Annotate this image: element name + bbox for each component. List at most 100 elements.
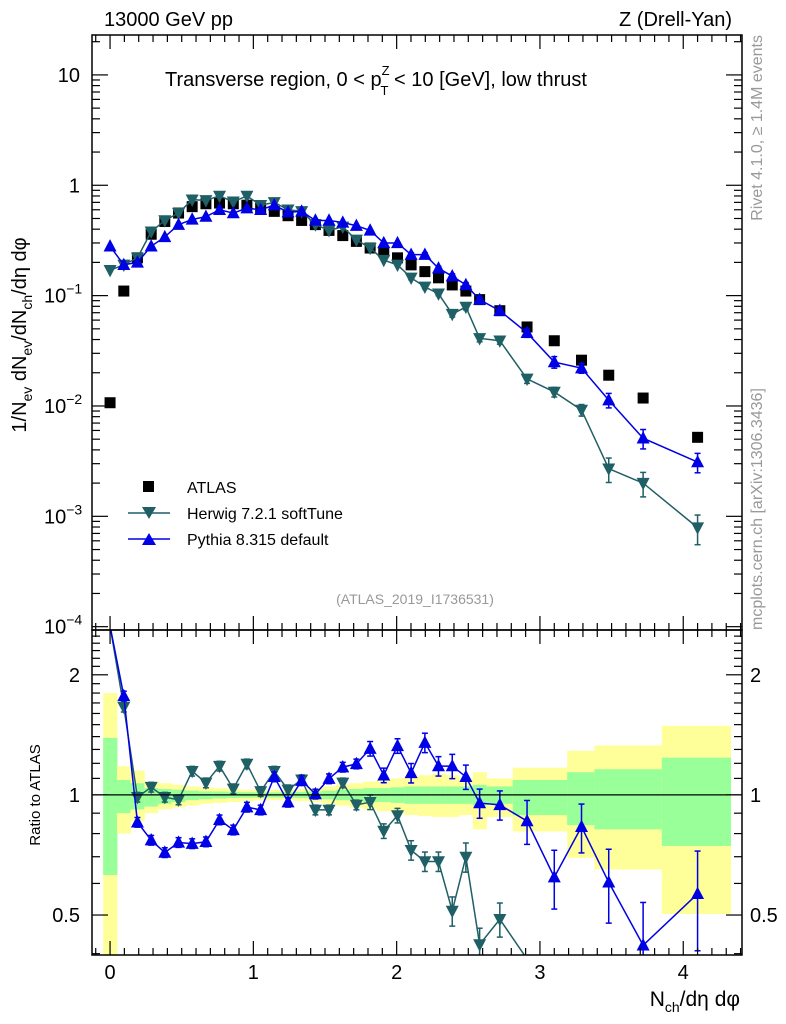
herwig-point [493, 335, 507, 348]
header-right: Z (Drell-Yan) [619, 9, 732, 31]
pythia-point [391, 235, 405, 249]
pythia-ratio-point [158, 845, 172, 858]
y-tick-label: 10−2 [44, 391, 82, 418]
x-axis-label: Nch/dη dφ [650, 988, 740, 1015]
atlas-point [296, 214, 308, 226]
herwig-point [431, 288, 445, 301]
pythia-point [691, 454, 705, 468]
pythia-ratio-point [404, 765, 418, 779]
pythia-ratio-point [199, 834, 213, 847]
ratio-frame [91, 629, 743, 956]
pythia-point [404, 247, 418, 260]
pythia-point [418, 247, 432, 260]
chart-title: Transverse region, 0 < pZ T < 10 [GeV], l… [165, 63, 587, 98]
pythia-ratio-point [322, 771, 336, 784]
herwig-ratio-point [431, 856, 445, 869]
x-tick-label: 2 [391, 962, 402, 984]
pythia-ratio-point [431, 758, 445, 772]
pythia-point [199, 209, 213, 222]
main-marks [103, 190, 705, 546]
atlas-point [104, 397, 116, 409]
pythia-point [103, 239, 117, 252]
pythia-ratio-point [391, 738, 405, 752]
band-inner [103, 737, 118, 875]
herwig-point [226, 196, 240, 209]
pythia-point [144, 239, 158, 252]
pythia-point [213, 202, 227, 215]
herwig-point [459, 301, 473, 315]
herwig-point [144, 226, 158, 239]
herwig-ratio-point [199, 777, 213, 791]
herwig-point [636, 477, 650, 491]
pythia-point [185, 212, 199, 225]
pythia-point [636, 431, 650, 444]
pythia-point [520, 325, 534, 339]
pythia-ratio-point [213, 812, 227, 826]
pythia-point [322, 213, 336, 226]
watermark: (ATLAS_2019_I1736531) [336, 591, 494, 607]
pythia-ratio-point [267, 769, 281, 783]
band-inner [116, 779, 132, 814]
herwig-ratio-point [459, 851, 473, 865]
pythia-ratio-point [240, 799, 254, 813]
atlas-point [637, 392, 649, 404]
y-axis-label: 1/Nev dNev/dNch/dη dφ [9, 237, 35, 432]
herwig-point [322, 225, 336, 238]
pythia-point [431, 261, 445, 274]
pythia-point [240, 201, 254, 214]
atlas-point [548, 335, 560, 347]
herwig-point [199, 195, 213, 208]
legend-label-herwig: Herwig 7.2.1 softTune [187, 506, 343, 523]
pythia-point [602, 392, 616, 406]
band-inner [539, 779, 568, 816]
pythia-ratio-point [493, 797, 507, 811]
atlas-point [603, 369, 615, 381]
herwig-point [691, 522, 705, 535]
axes: 0 1 2 3 4 10 1 10−1 10−2 10−3 10−4 2 2 1 1 0.5 0.5 [44, 34, 778, 984]
band-inner [661, 757, 732, 846]
pythia-ratio-point [636, 938, 650, 951]
legend-label-atlas: ATLAS [187, 480, 237, 497]
herwig-ratio-point [349, 799, 363, 813]
pythia-ratio-point [547, 870, 561, 883]
pythia-ratio-point [575, 819, 589, 832]
herwig-ratio-point [322, 804, 336, 818]
pythia-point [349, 218, 363, 231]
legend-marker-atlas [143, 481, 154, 492]
y-tick-label: 10−4 [44, 612, 82, 639]
pythia-ratio-point [117, 688, 131, 702]
data-marks [103, 190, 705, 955]
y-tick-label: 10−1 [44, 281, 82, 308]
ratio-y-tick-label-left: 0.5 [52, 905, 80, 927]
header-left: 13000 GeV pp [104, 9, 233, 31]
ratio-y-axis-label: Ratio to ATLAS [27, 744, 44, 845]
atlas-point [405, 259, 417, 271]
pythia-ratio-point [377, 768, 391, 781]
herwig-point [363, 242, 377, 256]
herwig-ratio-point [254, 786, 268, 799]
pythia-point [336, 215, 350, 228]
atlas-point [118, 285, 130, 297]
rivet-label: Rivet 4.1.0, ≥ 1.4M events [749, 35, 766, 221]
atlas-point [446, 279, 458, 291]
atlas-point [460, 285, 472, 297]
atlas-point [419, 266, 431, 278]
pythia-ratio-point [363, 741, 377, 754]
herwig-point [418, 281, 432, 295]
pythia-point [172, 217, 186, 230]
atlas-point [576, 354, 588, 366]
pythia-ratio-point [602, 875, 616, 888]
pythia-ratio-point [459, 769, 473, 783]
herwig-ratio-point [213, 760, 227, 774]
herwig-ratio-point [473, 939, 487, 952]
mcplots-label: mcplots.cern.ch [arXiv:1306.3436] [749, 388, 766, 630]
pythia-ratio-point [336, 759, 350, 773]
herwig-point [213, 190, 227, 204]
y-tick-label: 1 [69, 175, 80, 197]
pythia-point [445, 269, 459, 282]
ratio-y-tick-label-left: 2 [69, 665, 80, 687]
pythia-point [575, 361, 589, 374]
herwig-ratio-point [281, 784, 295, 797]
herwig-ratio-point [493, 914, 507, 927]
